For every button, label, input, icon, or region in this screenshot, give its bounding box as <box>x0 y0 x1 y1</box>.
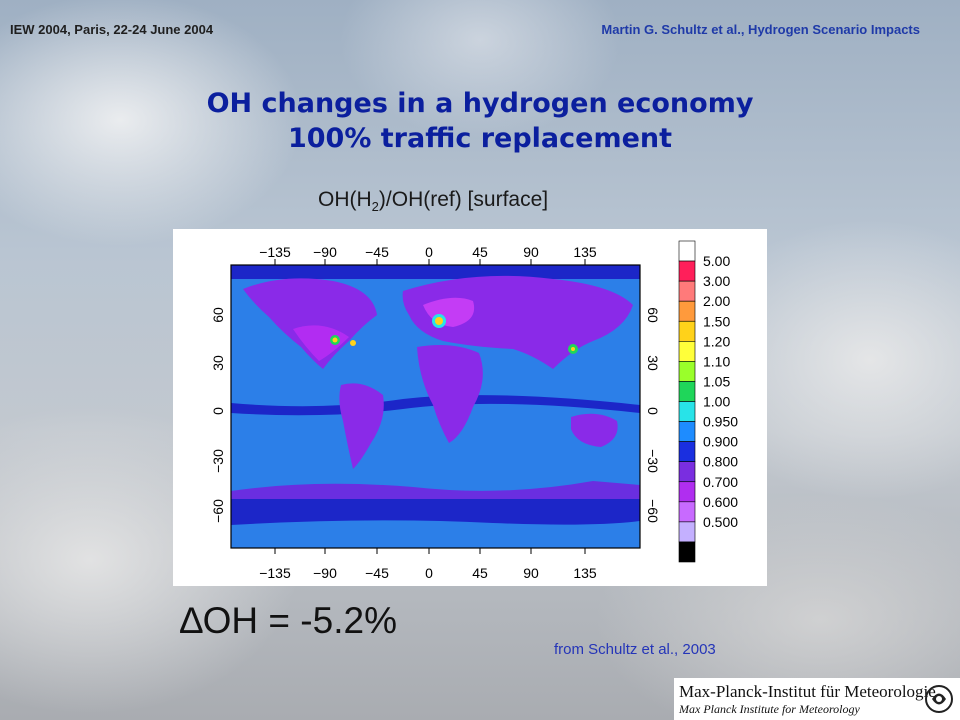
header-authors: Martin G. Schultz et al., Hydrogen Scena… <box>601 22 920 37</box>
caption-post: )/OH(ref) [surface] <box>378 188 549 211</box>
lat-tick-left: 60 <box>210 307 226 323</box>
colorbar-label: 1.50 <box>703 313 730 329</box>
colorbar-label: 2.00 <box>703 293 730 309</box>
lon-tick-top: −135 <box>259 244 291 260</box>
lat-tick-right: 60 <box>645 307 661 323</box>
lon-tick-top: 45 <box>472 244 488 260</box>
lat-tick-right: −30 <box>645 449 661 473</box>
colorbar-swatch <box>678 300 696 322</box>
lon-tick-bottom: 90 <box>523 565 539 581</box>
lon-tick-top: 90 <box>523 244 539 260</box>
colorbar-swatch <box>678 361 696 382</box>
oh-ratio-map: −135 −90 −45 0 45 90 135 −135 −90 −45 0 … <box>210 240 738 581</box>
lat-tick-right: 0 <box>645 407 661 415</box>
logo-line-1: Max-Planck-Institut für Meteorologie <box>679 682 936 701</box>
colorbar-label: 0.500 <box>703 514 738 530</box>
colorbar-label: 0.900 <box>703 434 738 450</box>
lon-tick-bottom: −135 <box>259 565 291 581</box>
lon-tick-top: −45 <box>365 244 389 260</box>
colorbar-label: 1.10 <box>703 353 730 369</box>
title-line-2: 100% traffic replacement <box>287 123 673 154</box>
delta-oh-result: ∆OH = -5.2% <box>180 600 397 642</box>
colorbar-swatch <box>678 401 696 422</box>
tick-marks <box>274 259 586 554</box>
colorbar-label: 1.20 <box>703 333 730 349</box>
lat-tick-left: 30 <box>210 355 226 371</box>
lat-tick-left: 0 <box>210 407 226 415</box>
colorbar-label: 0.600 <box>703 494 738 510</box>
colorbar-label: 0.700 <box>703 474 738 490</box>
lat-tick-left: −30 <box>210 449 226 473</box>
colorbar-swatch <box>678 501 696 523</box>
colorbar-swatch <box>678 481 696 503</box>
lat-tick-right: 30 <box>645 355 661 371</box>
mpi-emblem-icon <box>925 685 953 713</box>
map-panel: −135 −90 −45 0 45 90 135 −135 −90 −45 0 … <box>173 229 767 586</box>
colorbar-label: 1.05 <box>703 373 730 389</box>
colorbar-swatch <box>678 441 696 462</box>
institute-logo: Max-Planck-Institut für Meteorologie Max… <box>674 678 960 720</box>
logo-line-2: Max Planck Institute for Meteorology <box>679 702 860 716</box>
lon-tick-bottom: 0 <box>425 565 433 581</box>
lon-tick-bottom: 45 <box>472 565 488 581</box>
map-caption: OH(H2)/OH(ref) [surface] <box>318 188 548 214</box>
colorbar-swatch <box>678 381 696 402</box>
lat-tick-right: −60 <box>645 499 661 523</box>
title-line-1: OH changes in a hydrogen economy <box>206 88 754 119</box>
caption-pre: OH(H <box>318 188 372 211</box>
colorbar-label: 0.950 <box>703 414 738 430</box>
colorbar-swatch <box>678 341 696 362</box>
delta-symbol: ∆ <box>180 600 203 641</box>
colorbar-label: 5.00 <box>703 253 730 269</box>
colorbar-swatch <box>678 260 696 282</box>
header-conference: IEW 2004, Paris, 22-24 June 2004 <box>10 22 214 37</box>
lon-tick-bottom: −90 <box>313 565 337 581</box>
lon-tick-bottom: −45 <box>365 565 389 581</box>
colorbar-swatch <box>678 541 696 563</box>
slide-title: OH changes in a hydrogen economy 100% tr… <box>0 86 960 156</box>
colorbar-label: 0.800 <box>703 454 738 470</box>
lat-tick-left: −60 <box>210 499 226 523</box>
colorbar-label: 1.00 <box>703 394 730 410</box>
lon-tick-top: −90 <box>313 244 337 260</box>
lon-tick-bottom: 135 <box>573 565 597 581</box>
colorbar-labels: 5.00 3.00 2.00 1.50 1.20 1.10 1.05 1.00 0.950 0.9… <box>703 253 738 530</box>
source-citation: from Schultz et al., 2003 <box>554 641 716 658</box>
caption-sub: 2 <box>371 199 379 215</box>
colorbar-swatch <box>678 461 696 483</box>
colorbar-swatch <box>678 521 696 543</box>
colorbar-swatch <box>678 280 696 302</box>
delta-value: OH = -5.2% <box>202 600 397 641</box>
colorbar <box>678 240 696 563</box>
colorbar-label: 3.00 <box>703 273 730 289</box>
lon-tick-top: 135 <box>573 244 597 260</box>
lon-tick-top: 0 <box>425 244 433 260</box>
colorbar-swatch <box>678 240 696 262</box>
colorbar-swatch <box>678 421 696 442</box>
map-area <box>230 264 641 549</box>
colorbar-swatch <box>678 320 696 342</box>
